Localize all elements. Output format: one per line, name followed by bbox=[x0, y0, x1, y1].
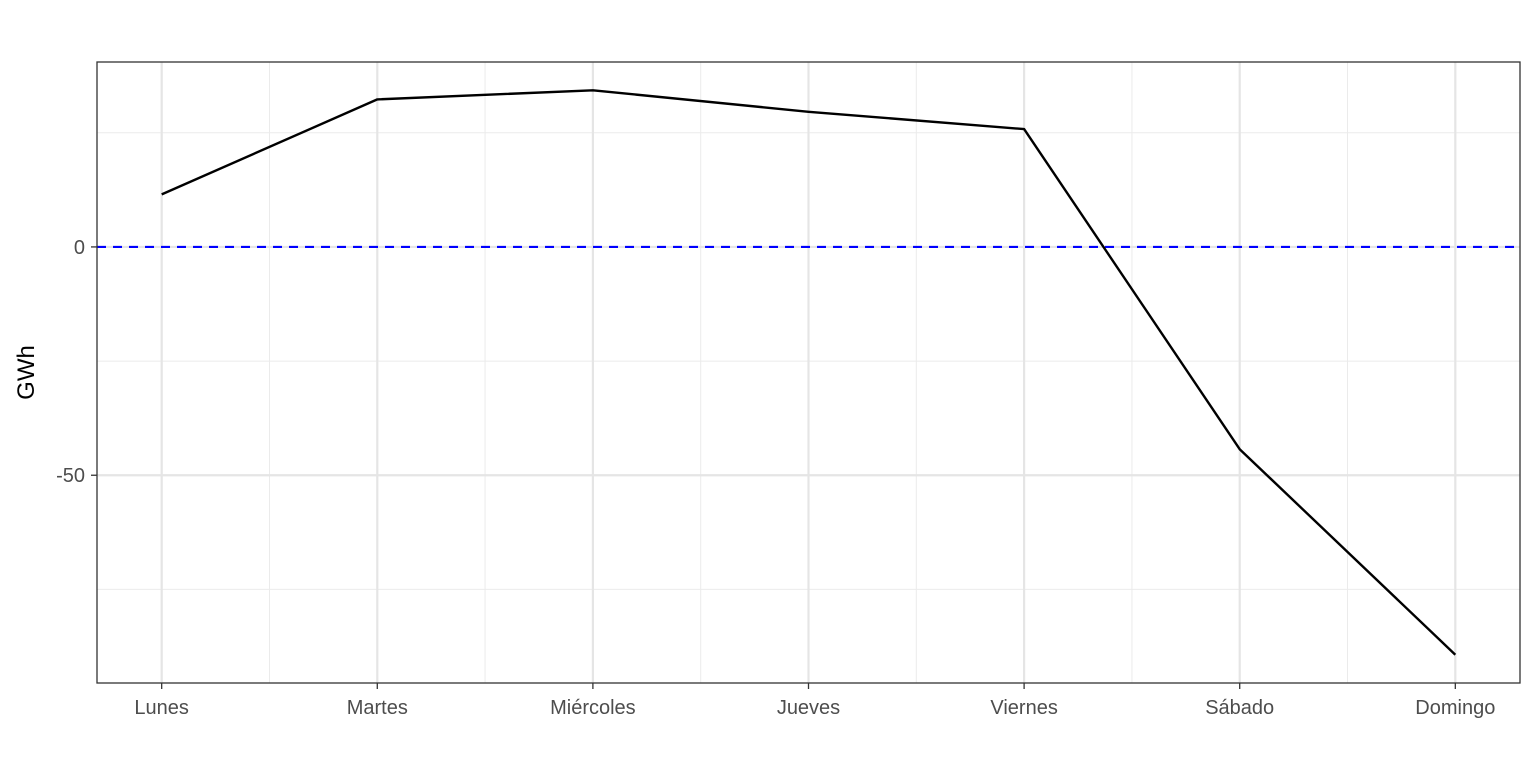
y-tick-label: -50 bbox=[56, 465, 85, 487]
x-tick-label: Miércoles bbox=[550, 697, 636, 719]
y-axis-title: GWh bbox=[13, 345, 40, 400]
x-axis-tick-labels: Lunes Martes Miércoles Jueves Viernes Sábado D… bbox=[134, 697, 1495, 719]
y-tick-label: 0 bbox=[74, 237, 85, 259]
x-tick-label: Sábado bbox=[1205, 697, 1274, 719]
x-tick-label: Martes bbox=[347, 697, 408, 719]
axis-ticks bbox=[91, 246, 1456, 689]
series-layer bbox=[161, 89, 1457, 656]
x-tick-label: Viernes bbox=[990, 697, 1057, 719]
x-tick-label: Lunes bbox=[134, 697, 189, 719]
x-tick-label: Domingo bbox=[1415, 697, 1495, 719]
y-axis-tick-labels: 0 -50 bbox=[56, 237, 85, 487]
x-tick-label: Jueves bbox=[777, 697, 840, 719]
